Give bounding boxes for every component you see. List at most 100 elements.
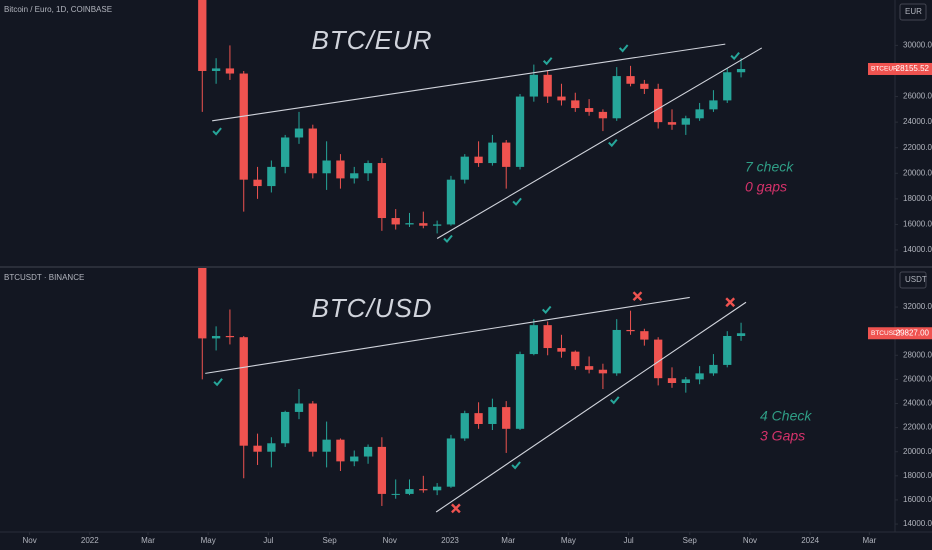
candle-body [267, 166, 276, 187]
cross-marker [725, 297, 736, 308]
trendline [212, 43, 726, 122]
check-marker [213, 378, 223, 387]
candle-body [391, 218, 400, 225]
candle-body [446, 438, 456, 487]
y-tick-label: 16000.00 [903, 495, 932, 504]
check-marker [542, 57, 553, 66]
candle-body [681, 379, 690, 384]
x-tick-label: Nov [22, 536, 36, 545]
candle-body [239, 337, 248, 446]
candle-body [363, 163, 373, 174]
candle-body [419, 489, 428, 491]
candle-body [350, 456, 359, 462]
candle-body [654, 339, 663, 379]
candle-body [723, 72, 732, 101]
candle-body [432, 224, 442, 226]
price-tag [868, 327, 932, 340]
candle-body [253, 445, 262, 452]
check-marker [608, 138, 618, 148]
cross-marker [451, 503, 461, 514]
candle-body [515, 96, 525, 167]
y-tick-label: 26000.00 [903, 92, 932, 101]
check-marker [541, 305, 552, 314]
candle-body [225, 335, 235, 338]
candle-body [640, 83, 649, 89]
candle-body [308, 403, 317, 452]
y-tick-label: 24000.00 [903, 399, 932, 408]
candle-body [322, 439, 331, 452]
candle-body [281, 411, 290, 444]
candle-body [557, 96, 566, 101]
candle-body [709, 100, 718, 110]
candle-body [667, 122, 677, 125]
currency-box [899, 271, 927, 289]
y-tick-label: 20000.00 [903, 447, 932, 456]
candle-body [571, 100, 580, 109]
candle-body [336, 160, 345, 179]
candle-body [432, 486, 442, 491]
candle-body [281, 137, 290, 167]
plot-area [198, 0, 763, 239]
candle-body [723, 335, 732, 365]
check-marker [730, 51, 740, 61]
candle-body [695, 109, 704, 119]
y-tick-label: 28000.00 [903, 350, 932, 359]
candle-body [225, 68, 235, 74]
currency-box [899, 3, 927, 21]
x-tick-label: 2023 [441, 536, 459, 545]
candle-body [598, 111, 608, 119]
y-tick-label: 22000.00 [903, 423, 932, 432]
candle-body [253, 179, 262, 187]
candle-body [543, 74, 552, 97]
candle-body [736, 333, 746, 336]
candle-body [709, 364, 718, 374]
x-tick-label: Jul [623, 536, 633, 545]
candle-body [336, 439, 345, 462]
candle-body [502, 407, 511, 429]
x-tick-label: Nov [743, 536, 757, 545]
candle-body [322, 160, 331, 174]
candle-body [198, 0, 207, 71]
candle-body [294, 403, 304, 412]
candle-body [294, 128, 304, 138]
annotation: 4 Check [760, 408, 812, 424]
annotation: 0 gaps [745, 179, 787, 195]
y-tick-label: 14000.00 [903, 245, 932, 254]
candle-body [667, 378, 677, 384]
candle-body [584, 108, 594, 112]
candle-body [584, 366, 594, 370]
x-tick-label: Sep [322, 536, 337, 545]
candle-body [350, 173, 359, 179]
y-tick-label: 32000.00 [903, 302, 932, 311]
candle-body [211, 68, 221, 71]
y-tick-label: 18000.00 [903, 471, 932, 480]
candle-body [446, 179, 456, 225]
symbol-info: BTCUSDT · BINANCE [4, 273, 84, 282]
candle-body [695, 373, 704, 380]
y-tick-label: 18000.00 [903, 194, 932, 203]
candle-body [419, 223, 428, 226]
currency-label: USDT [905, 275, 927, 284]
check-marker [610, 396, 620, 405]
annotation: 3 Gaps [760, 428, 805, 444]
y-tick-label: 14000.00 [903, 519, 932, 528]
candle-body [612, 329, 621, 374]
candle-body [405, 489, 414, 494]
y-tick-label: 16000.00 [903, 220, 932, 229]
plot-area [198, 268, 747, 513]
candle-body [515, 354, 525, 429]
candle-body [391, 493, 400, 495]
candle-body [239, 73, 248, 180]
candle-body [460, 156, 469, 180]
x-tick-label: 2024 [801, 536, 819, 545]
check-marker [512, 197, 522, 206]
x-tick-label: Mar [141, 536, 155, 545]
cross-marker [632, 291, 643, 302]
candle-body [267, 443, 276, 452]
x-tick-label: May [561, 536, 576, 545]
candle-body [502, 142, 511, 167]
candle-body [377, 446, 387, 494]
